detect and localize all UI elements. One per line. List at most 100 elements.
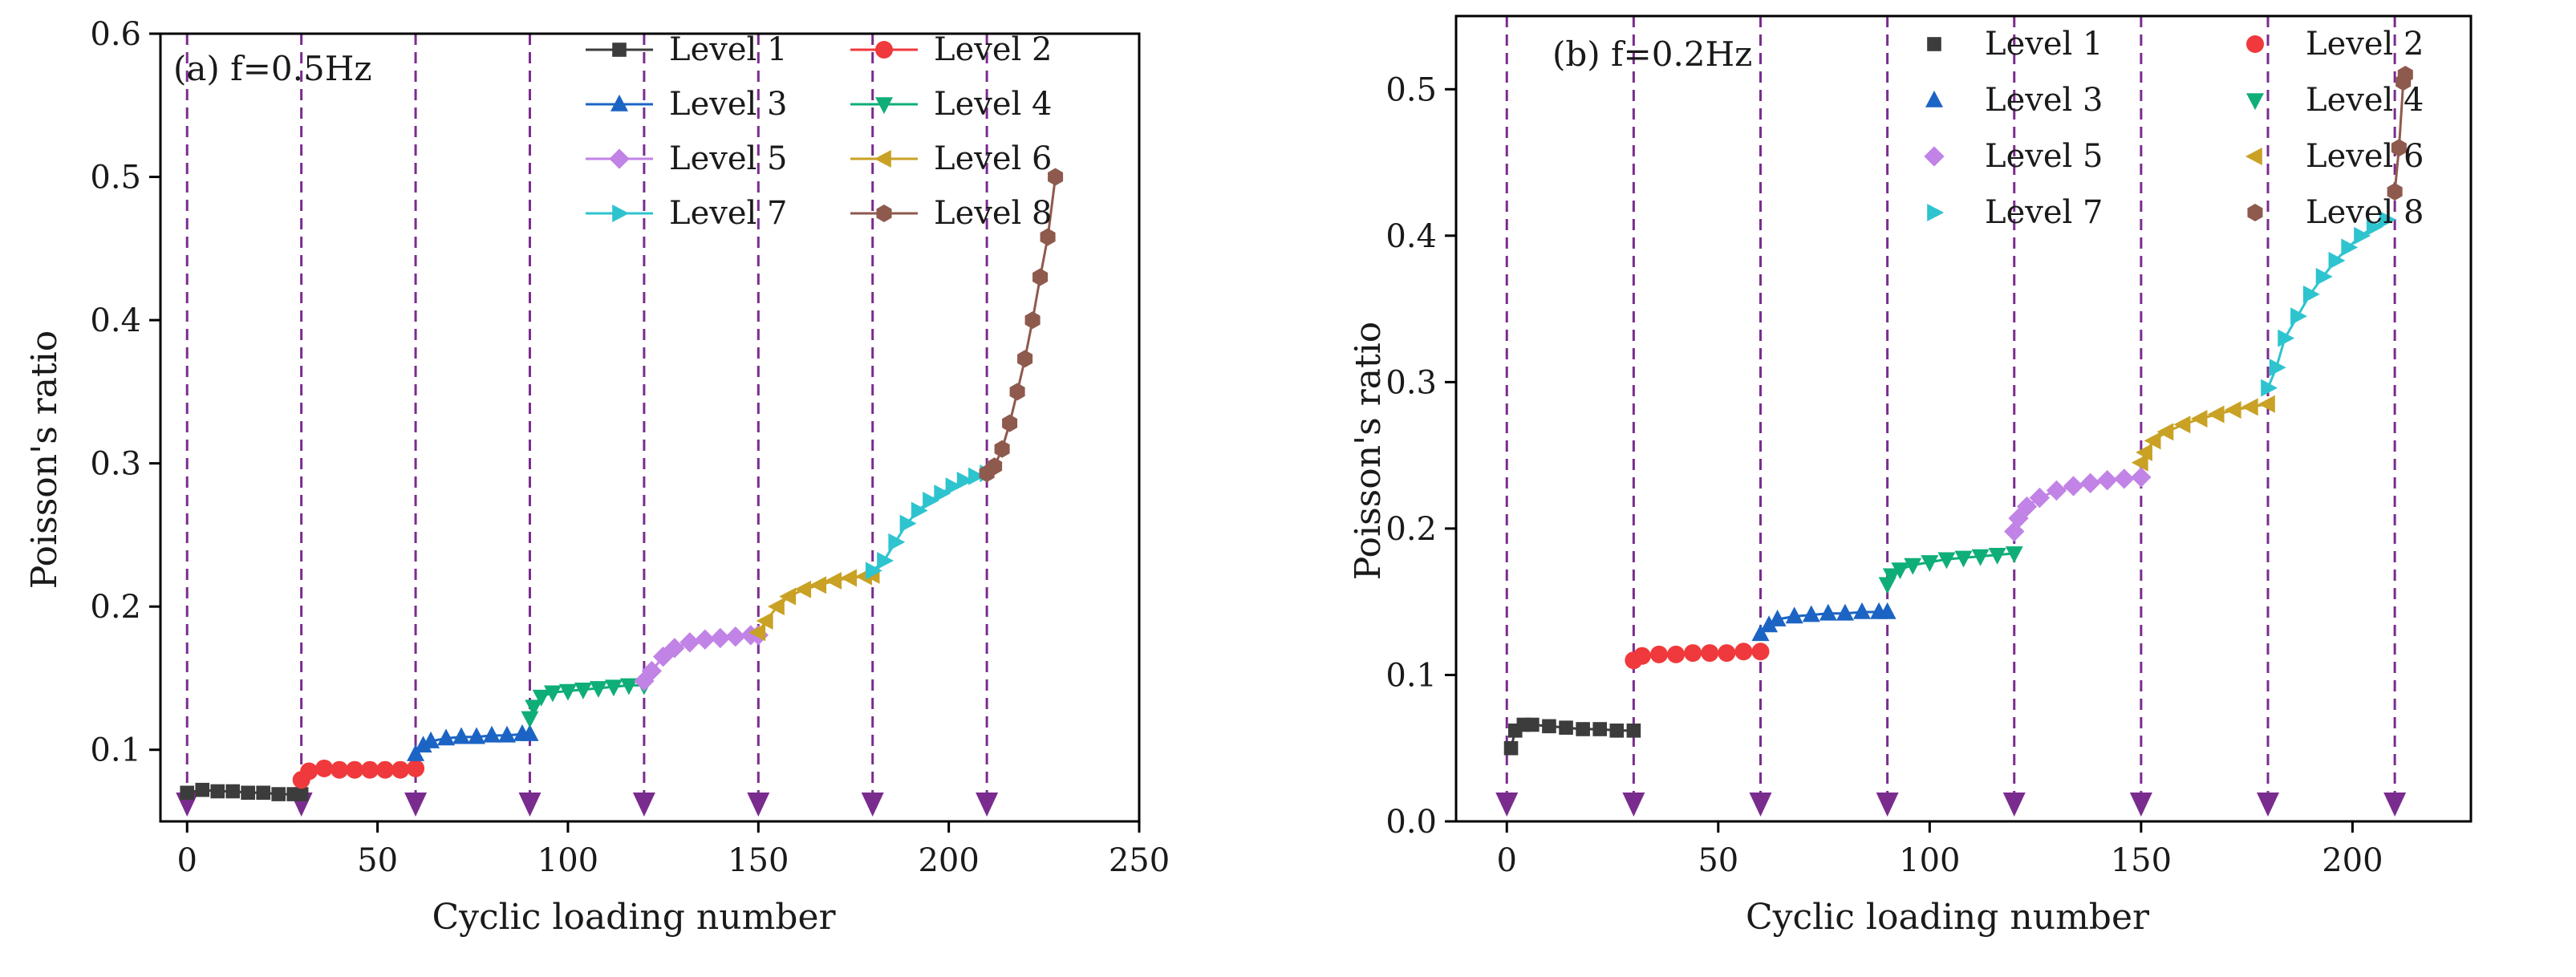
data-point: [210, 784, 225, 799]
panel-a: 0 50 100 150 200 250 0.1 0.2 0.3 0.4 0.5 0.6 Cyclic …: [24, 16, 1170, 938]
level-boundary-arrow: [1622, 793, 1645, 817]
data-point: [1882, 568, 1901, 586]
legend-entry-level-6: Level 6: [2245, 138, 2424, 175]
legend-entry-level-1: Level 1: [1927, 26, 2103, 63]
legend: Level 1 Level 2 Level 3 Level 4 Level 5 Level…: [586, 31, 1052, 232]
data-point: [888, 533, 906, 551]
data-point: [1904, 557, 1922, 575]
x-tick-label: 200: [918, 842, 979, 879]
data-point: [376, 760, 395, 779]
data-point: [911, 501, 928, 520]
data-point: [558, 683, 577, 701]
data-point: [407, 759, 425, 777]
data-point: [2354, 226, 2371, 245]
legend-marker: [609, 148, 630, 169]
legend-label: Level 8: [2306, 194, 2424, 231]
plot-area-frame: [159, 32, 1141, 823]
series-level-6: [748, 566, 880, 642]
legend-entry-level-4: Level 4: [850, 86, 1052, 123]
data-point: [679, 632, 700, 653]
plot-area-frame: [1454, 14, 2473, 823]
data-point: [794, 580, 812, 598]
data-point: [1921, 555, 1939, 572]
data-point: [1853, 602, 1871, 619]
x-tick-label: 150: [728, 842, 789, 879]
panel-label: (b) f=0.2Hz: [1552, 34, 1752, 74]
y-tick-label: 0.2: [90, 589, 141, 626]
data-point: [407, 744, 425, 761]
x-tick-label: 0: [1497, 842, 1517, 879]
data-point: [525, 699, 543, 717]
data-point: [1785, 606, 1803, 624]
legend-entry-level-3: Level 3: [1925, 82, 2103, 119]
data-point: [241, 785, 255, 801]
y-tick-label: 0.6: [90, 16, 141, 53]
legend-marker: [875, 41, 893, 59]
data-point: [1802, 605, 1820, 622]
data-point: [934, 484, 951, 503]
data-point: [725, 626, 746, 647]
series-level-4: [521, 678, 653, 728]
y-tick-label: 0.4: [1385, 218, 1437, 255]
data-point: [664, 638, 685, 659]
data-point: [2261, 379, 2278, 397]
legend-label: Level 4: [934, 86, 1052, 123]
level-boundary-arrow: [976, 793, 999, 817]
data-point: [767, 598, 785, 616]
data-point: [1592, 722, 1608, 736]
y-tick-label: 0.5: [1385, 71, 1437, 108]
data-point: [899, 514, 917, 533]
level-boundary-arrow: [2002, 793, 2026, 817]
data-point: [641, 660, 663, 682]
data-point: [1032, 268, 1049, 286]
series-level-6: [2131, 395, 2275, 472]
data-point: [346, 760, 364, 779]
series-level-3: [1751, 602, 1897, 642]
data-point: [1002, 414, 1018, 432]
data-point: [1734, 643, 1753, 661]
legend-label: Level 1: [1985, 26, 2103, 63]
data-point: [225, 784, 240, 799]
data-point: [2144, 432, 2161, 450]
legend-marker: [611, 94, 628, 111]
legend-marker: [875, 97, 893, 115]
legend-label: Level 1: [669, 31, 787, 68]
data-point: [521, 724, 539, 741]
data-point: [748, 623, 766, 642]
legend-entry-level-7: Level 7: [586, 195, 787, 232]
x-axis-title: Cyclic loading number: [1746, 897, 2150, 938]
data-point: [180, 785, 195, 801]
x-tick-label: 100: [1899, 842, 1960, 879]
legend-label: Level 2: [934, 31, 1052, 68]
y-tick-label: 0.1: [1385, 657, 1437, 694]
data-point: [1836, 603, 1854, 621]
x-tick-label: 250: [1109, 842, 1170, 879]
series-level-5: [634, 625, 769, 691]
data-point: [1559, 720, 1573, 735]
data-point: [923, 492, 940, 510]
data-point: [968, 467, 985, 485]
y-tick-label: 0.0: [1385, 804, 1437, 841]
series-line: [871, 472, 988, 572]
data-point: [2079, 472, 2101, 493]
data-point: [2258, 395, 2275, 413]
data-point: [589, 681, 607, 699]
data-point: [2190, 410, 2208, 428]
data-point: [1751, 643, 1770, 661]
data-point: [987, 457, 1003, 476]
level-boundary-arrow: [2257, 793, 2279, 817]
panel-b: 0 50 100 150 200 0.0 0.1 0.2 0.3 0.4 0.5 Cyclic loa…: [1348, 14, 2473, 938]
data-point: [422, 731, 440, 748]
legend-entry-level-2: Level 2: [850, 31, 1052, 68]
legend-label: Level 3: [669, 86, 787, 123]
level-boundary-arrow: [1495, 793, 1519, 817]
legend-entry-level-3: Level 3: [586, 86, 787, 123]
data-point: [1954, 550, 1973, 568]
series-level-1: [180, 782, 309, 801]
legend-label: Level 3: [1985, 82, 2103, 119]
level-boundary-arrow: [632, 793, 655, 817]
y-tick-label: 0.3: [90, 446, 141, 483]
data-point: [2173, 416, 2191, 434]
series-level-8: [979, 168, 1064, 483]
level-boundary-arrow: [747, 793, 770, 817]
